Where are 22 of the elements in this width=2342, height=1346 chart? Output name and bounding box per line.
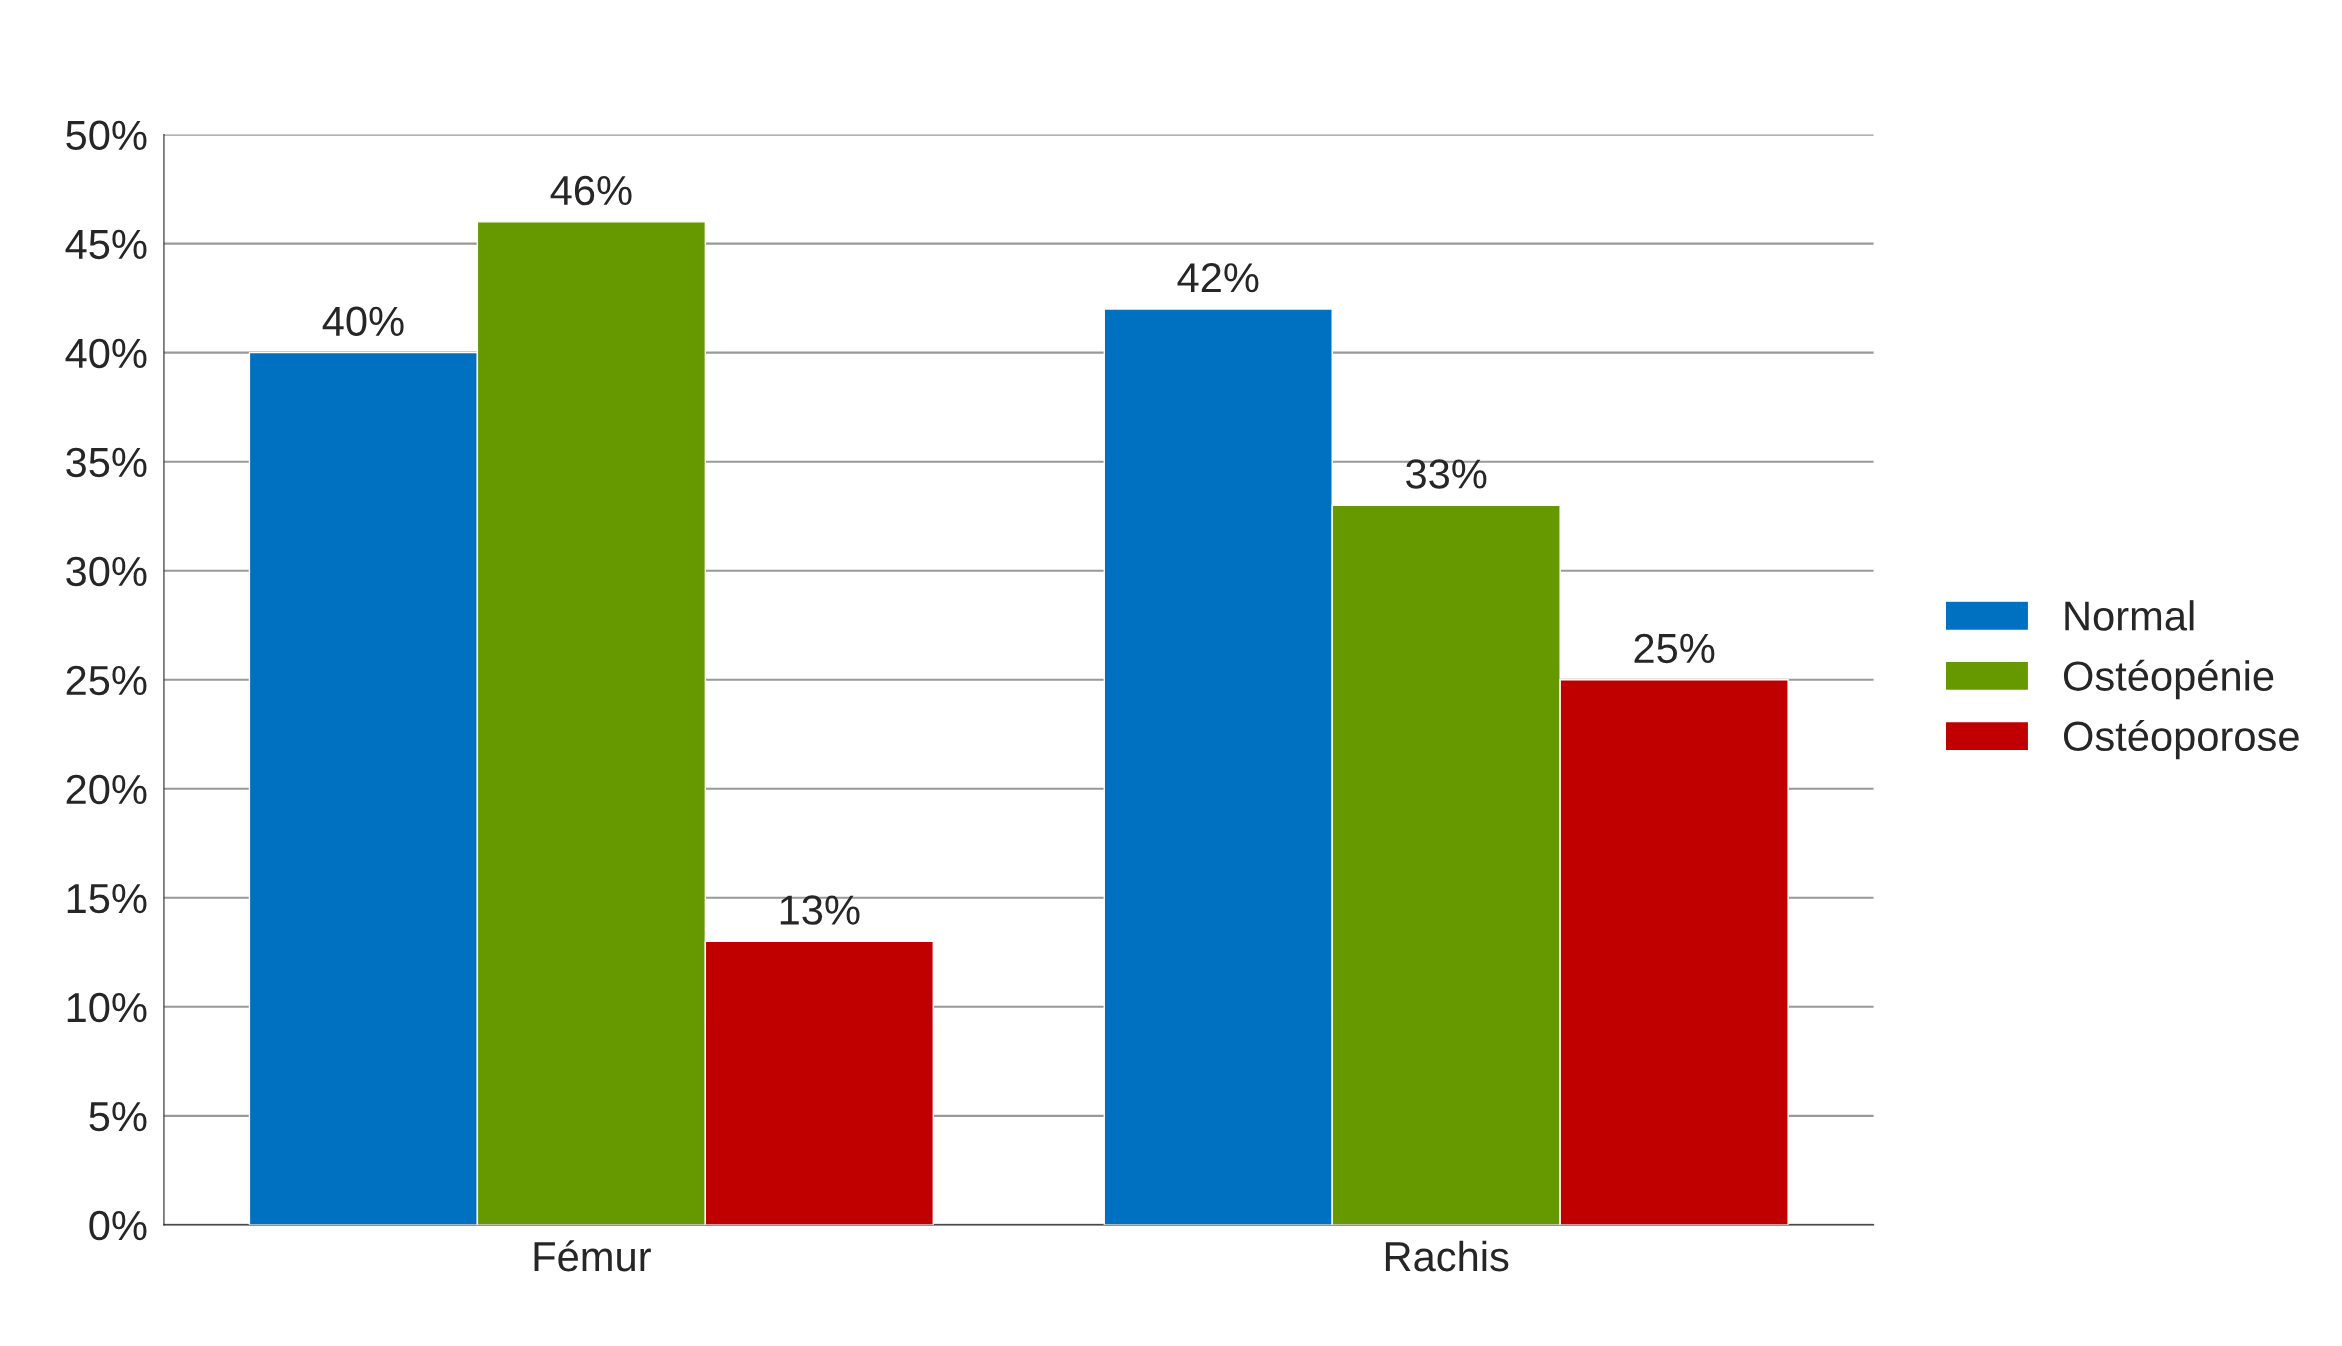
data-label: 40% bbox=[322, 306, 404, 337]
legend-label: Ostéopénie bbox=[2063, 659, 2274, 700]
x-tick-label: Rachis bbox=[1385, 1240, 1509, 1272]
y-tick-label: 45% bbox=[65, 229, 147, 260]
legend-label: Ostéoporose bbox=[2063, 719, 2299, 760]
data-label: 42% bbox=[1177, 262, 1259, 293]
y-tick-label: 5% bbox=[89, 1102, 147, 1132]
y-tick-label: 15% bbox=[67, 883, 147, 914]
y-tick-label: 50% bbox=[66, 120, 147, 151]
y-tick-label: 0% bbox=[89, 1210, 147, 1241]
y-tick-label: 10% bbox=[67, 992, 147, 1023]
y-tick-label: 40% bbox=[65, 338, 147, 369]
data-label: 46% bbox=[550, 175, 632, 206]
y-tick-label: 20% bbox=[66, 774, 147, 805]
y-tick-label: 25% bbox=[66, 665, 147, 696]
data-label: 13% bbox=[780, 895, 860, 925]
legend-label: Normal bbox=[2065, 600, 2194, 631]
x-tick-label: Fémur bbox=[534, 1240, 651, 1272]
data-label: 33% bbox=[1406, 459, 1487, 489]
y-tick-label: 35% bbox=[66, 447, 147, 478]
data-label: 25% bbox=[1634, 633, 1715, 664]
y-tick-label: 30% bbox=[66, 556, 147, 587]
